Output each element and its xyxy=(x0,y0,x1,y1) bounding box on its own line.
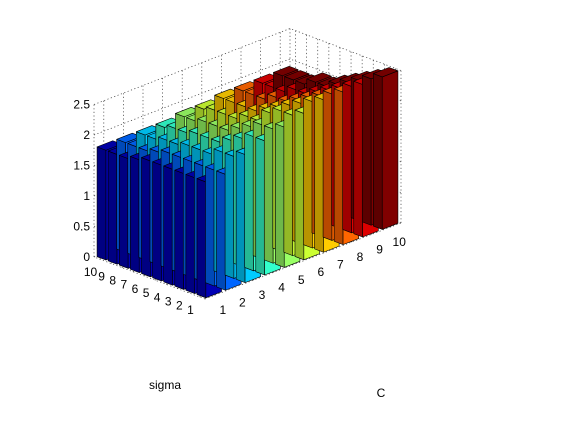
bar-side-face xyxy=(235,150,246,283)
bar-front-face xyxy=(381,70,399,230)
bar-top-face xyxy=(273,65,299,77)
bar-side-face xyxy=(294,109,305,261)
bar-side-face xyxy=(373,73,383,230)
bar-side-face xyxy=(361,75,372,226)
z-tick-label: 1.5 xyxy=(73,159,90,173)
bar-side-face xyxy=(141,157,151,278)
x-axis-label: C xyxy=(377,386,386,400)
bar-side-face xyxy=(275,123,285,268)
bar-side-face xyxy=(130,156,140,273)
bar-side-face xyxy=(224,152,235,279)
bar-side-face xyxy=(333,88,344,245)
z-tick-label: 0 xyxy=(83,250,90,264)
x-tick-label: 8 xyxy=(357,250,364,264)
y-tick-label: 10 xyxy=(84,265,98,279)
bar-side-face xyxy=(314,96,324,253)
x-tick-label: 2 xyxy=(239,296,246,310)
y-tick-label: 1 xyxy=(187,303,194,317)
bar-top-face xyxy=(306,72,332,83)
bar-side-face xyxy=(322,90,333,241)
x-tick-label: 6 xyxy=(317,265,324,279)
y-axis-label: sigma xyxy=(149,378,181,392)
bar-side-face xyxy=(118,154,129,269)
y-tick-label: 7 xyxy=(121,278,128,292)
x-tick-label: 7 xyxy=(337,258,344,272)
bars-layer xyxy=(96,65,399,299)
bar-side-face xyxy=(205,166,215,287)
z-tick-label: 1 xyxy=(83,189,90,203)
bar-side-face xyxy=(152,161,162,282)
x-tick-label: 4 xyxy=(278,280,285,294)
bar-side-face xyxy=(244,132,254,272)
x-tick-label: 3 xyxy=(259,288,266,302)
bar-side-face xyxy=(196,178,207,299)
y-tick-label: 3 xyxy=(165,295,172,309)
bar-side-face xyxy=(96,146,107,261)
y-tick-label: 4 xyxy=(154,290,161,304)
x-tick-label: 1 xyxy=(219,303,226,317)
bar-side-face xyxy=(263,125,274,264)
y-tick-label: 2 xyxy=(176,299,183,313)
bar-side-face xyxy=(216,170,226,291)
bar-side-face xyxy=(283,111,294,256)
x-tick-label: 9 xyxy=(376,242,383,256)
bar xyxy=(373,67,399,230)
y-tick-label: 6 xyxy=(132,282,139,296)
bar-top-face xyxy=(373,67,399,78)
wall-grid-line xyxy=(204,222,402,300)
y-tick-label: 8 xyxy=(109,274,116,288)
bar-side-face xyxy=(353,80,363,238)
bar-side-face xyxy=(342,82,352,234)
bar-side-face xyxy=(163,165,173,286)
z-tick-label: 2 xyxy=(83,128,90,142)
y-tick-label: 9 xyxy=(98,269,105,283)
z-tick-label: 2.5 xyxy=(73,98,90,112)
x-tick-label: 5 xyxy=(298,273,305,287)
bar-top-face xyxy=(284,70,310,81)
bar-side-face xyxy=(185,174,196,294)
bar-side-face xyxy=(174,169,184,290)
bar-side-face xyxy=(107,150,118,265)
y-tick-label: 5 xyxy=(143,286,150,300)
x-tick-label: 10 xyxy=(393,235,407,249)
bar-side-face xyxy=(255,137,265,276)
bar-side-face xyxy=(303,97,313,249)
z-tick-label: 0.5 xyxy=(73,220,90,234)
